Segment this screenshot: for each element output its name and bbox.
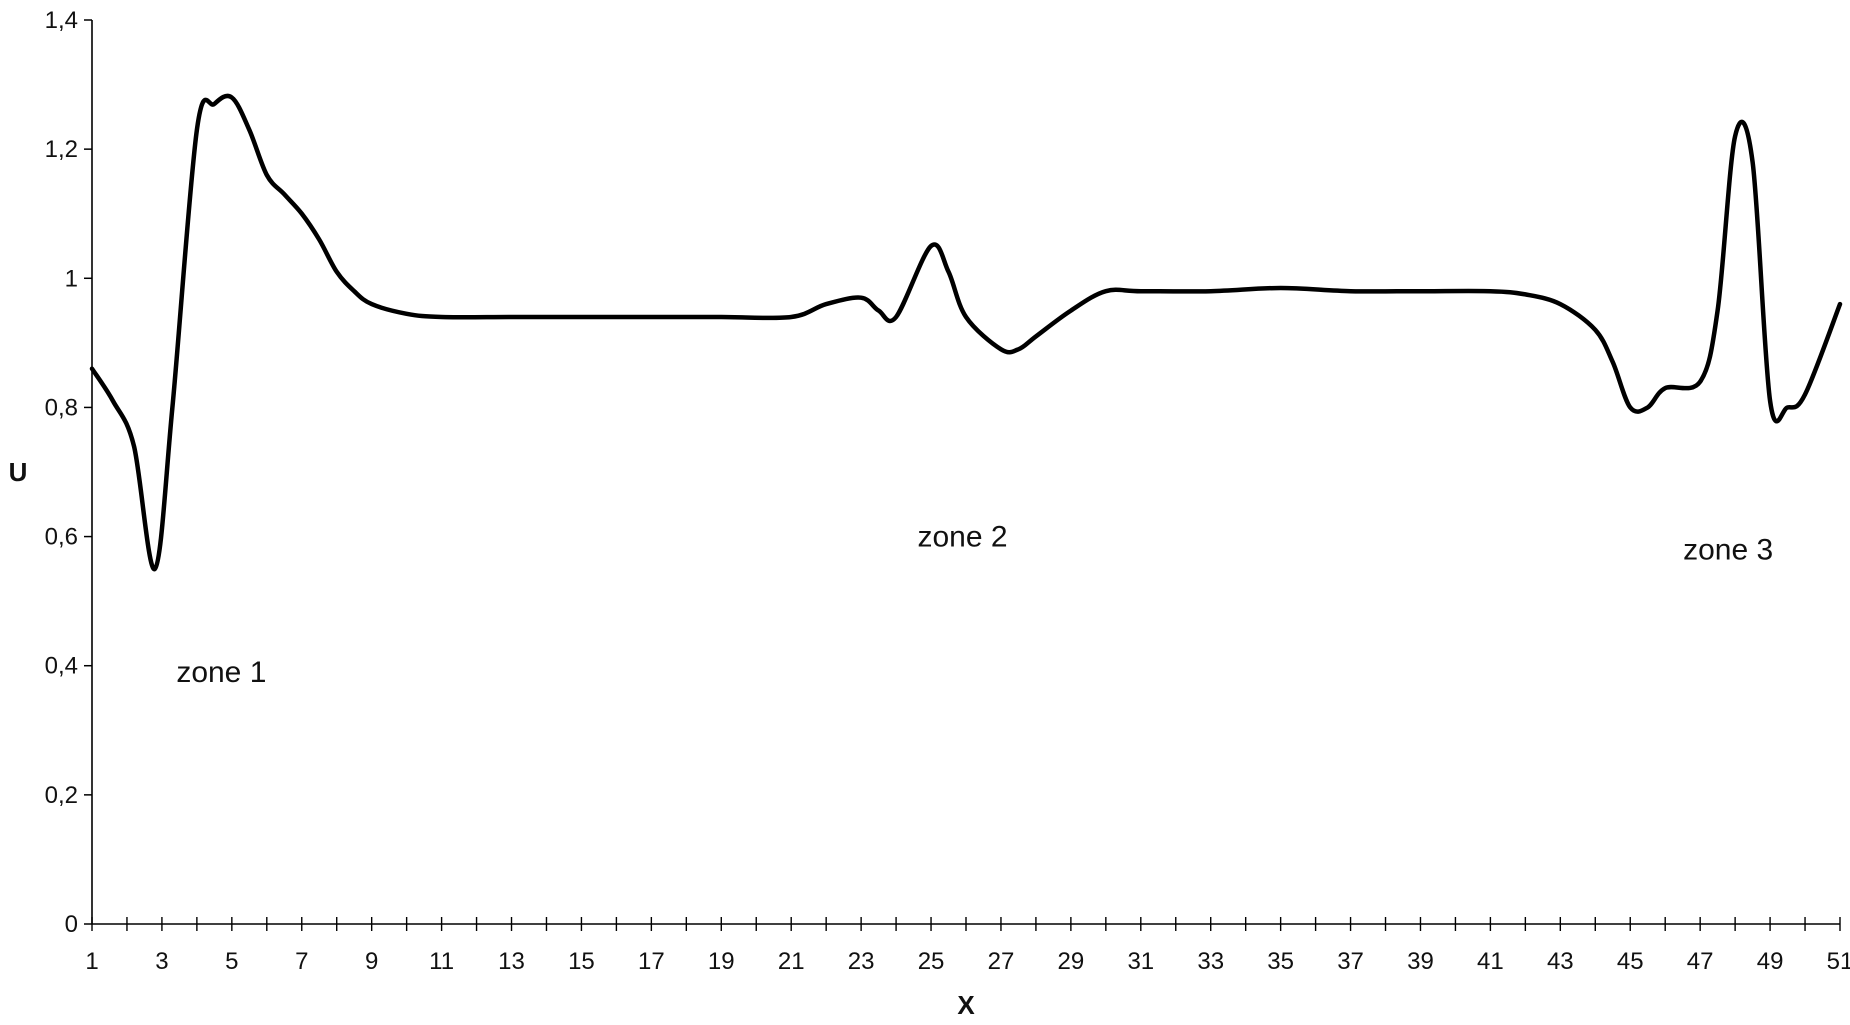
x-tick-label: 13 [498, 948, 525, 975]
x-tick-label: 29 [1058, 948, 1085, 975]
x-tick-label: 15 [568, 948, 595, 975]
y-tick-label: 0,8 [45, 394, 78, 421]
x-tick-label: 9 [365, 948, 378, 975]
y-tick-label: 0 [65, 911, 78, 938]
zone-annotation: zone 2 [917, 521, 1007, 554]
x-tick-label: 11 [429, 948, 454, 975]
x-tick-label: 37 [1337, 948, 1364, 975]
x-tick-label: 1 [85, 948, 98, 975]
x-axis-title: X [957, 990, 975, 1020]
y-tick-label: 0,4 [45, 653, 78, 680]
x-tick-label: 49 [1757, 948, 1784, 975]
x-tick-label: 25 [918, 948, 945, 975]
zone-annotation: zone 1 [176, 656, 266, 689]
x-tick-label: 35 [1267, 948, 1294, 975]
x-tick-label: 3 [155, 948, 168, 975]
x-tick-label: 39 [1407, 948, 1434, 975]
y-tick-label: 1 [65, 265, 78, 292]
x-tick-label: 5 [225, 948, 238, 975]
x-tick-label: 7 [295, 948, 308, 975]
x-tick-label: 19 [708, 948, 735, 975]
x-axis-ticks: 1 3 5 7 9 11 13 15 17 19 21 23 25 27 29 31 33 35 37 39 41 43 4… [85, 917, 1850, 975]
x-tick-label: 43 [1547, 948, 1574, 975]
y-tick-label: 1,2 [45, 136, 78, 163]
series-line [89, 93, 1843, 572]
x-tick-label: 47 [1687, 948, 1714, 975]
x-tick-label: 41 [1477, 948, 1504, 975]
zone-annotation: zone 3 [1683, 533, 1773, 566]
y-tick-label: 0,2 [45, 782, 78, 809]
axes [91, 20, 1840, 925]
series-layer [89, 93, 1843, 572]
x-tick-label: 21 [778, 948, 805, 975]
y-tick-label: 0,6 [45, 524, 78, 551]
x-tick-label: 23 [848, 948, 875, 975]
x-tick-label: 45 [1617, 948, 1644, 975]
x-tick-label: 31 [1127, 948, 1154, 975]
annotations-layer: zone 1 zone 2 zone 3 [176, 521, 1773, 690]
y-axis-title: U [9, 457, 28, 487]
y-tick-label: 1,4 [45, 7, 78, 34]
x-tick-label: 33 [1197, 948, 1224, 975]
x-tick-label: 27 [988, 948, 1015, 975]
x-tick-label: 51 [1827, 948, 1850, 975]
y-axis-ticks: 0 0,2 0,4 0,6 0,8 1 1,2 1,4 [45, 7, 92, 938]
x-tick-label: 17 [638, 948, 665, 975]
